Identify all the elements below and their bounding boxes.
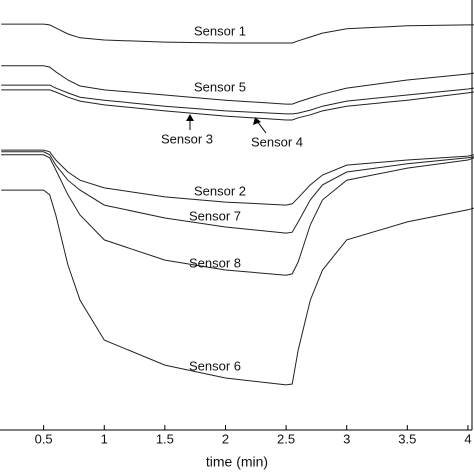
x-tick-label: 4 [464, 431, 471, 446]
x-tick-label: 1 [101, 431, 108, 446]
sensor-line [1, 89, 474, 121]
arrow-head [253, 117, 261, 125]
arrow-head [186, 114, 194, 121]
series-label: Sensor 8 [189, 255, 241, 270]
sensor-line [1, 189, 474, 386]
series-label: Sensor 5 [194, 79, 246, 94]
x-tick-label: 2.5 [277, 431, 295, 446]
series-label: Sensor 7 [189, 208, 241, 223]
x-axis-label: time (min) [206, 454, 268, 470]
series-label: Sensor 3 [161, 131, 213, 146]
series-label: Sensor 2 [194, 183, 246, 198]
x-tick-label: 2 [222, 431, 229, 446]
sensor-line [1, 84, 474, 115]
sensor-line [1, 65, 474, 105]
x-tick-label: 0.5 [35, 431, 53, 446]
x-tick-label: 3.5 [398, 431, 416, 446]
sensor-line [1, 154, 474, 276]
sensor-line [1, 149, 474, 206]
sensor-line [1, 23, 474, 44]
arrow [256, 120, 267, 134]
x-tick-label: 3 [343, 431, 350, 446]
x-tick-label: 1.5 [156, 431, 174, 446]
sensor-line [1, 151, 474, 234]
series-label: Sensor 6 [189, 358, 241, 373]
series-label: Sensor 1 [194, 23, 246, 38]
series-label: Sensor 4 [251, 134, 303, 149]
